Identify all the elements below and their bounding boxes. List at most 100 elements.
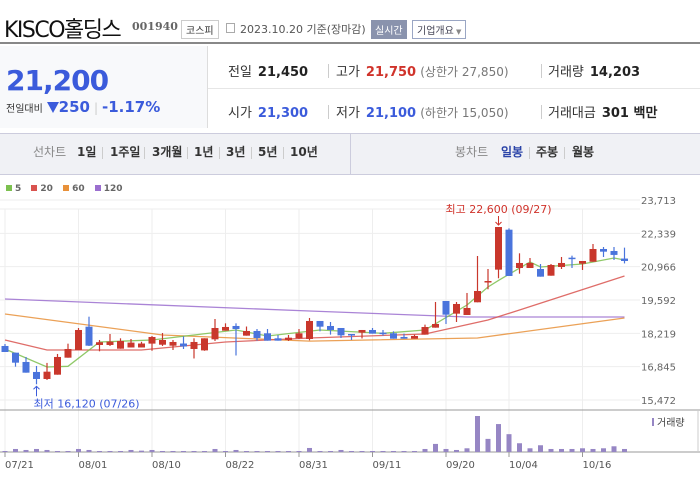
candle-body xyxy=(169,341,177,346)
day-high: 고가 21,750 (상한가 27,850) xyxy=(336,65,509,80)
candle-body xyxy=(96,342,103,345)
volume-bar xyxy=(443,448,449,452)
volume-bar xyxy=(401,450,407,452)
volume-bar xyxy=(254,450,260,452)
volume-bar xyxy=(338,449,344,452)
candle-body xyxy=(211,327,219,340)
volume-bar xyxy=(55,450,60,452)
line-chart-label: 선차트 xyxy=(33,145,67,159)
candle-body xyxy=(148,336,156,344)
candle-body xyxy=(369,329,376,334)
volume-bar xyxy=(485,438,491,452)
prev-close: 전일 21,450 xyxy=(228,65,309,80)
down-triangle-icon xyxy=(46,102,59,113)
candle-body xyxy=(295,333,303,339)
change-amount: 250 xyxy=(58,98,90,116)
volume-bar xyxy=(580,448,585,452)
volume-bar xyxy=(391,450,396,452)
tab-daily[interactable]: 일봉 xyxy=(501,145,524,159)
candle-body xyxy=(64,348,72,358)
y-tick-label: 18,219 xyxy=(641,329,676,340)
candle-body xyxy=(75,329,82,350)
y-tick-label: 23,713 xyxy=(641,196,676,207)
candle-body xyxy=(190,341,198,349)
volume-bar xyxy=(160,450,165,452)
candle-body xyxy=(127,342,135,348)
candle-body xyxy=(610,250,618,255)
volume-bar xyxy=(538,445,543,452)
candle-body xyxy=(547,264,555,276)
candle-body xyxy=(306,320,313,339)
calendar-icon xyxy=(226,23,235,33)
volume-stat: 거래량 14,203 xyxy=(548,65,641,80)
tab-5y[interactable]: 5년 xyxy=(258,145,278,159)
volume-bar xyxy=(44,449,50,452)
volume-bar xyxy=(139,450,144,452)
tab-3m[interactable]: 3개월 xyxy=(152,145,183,159)
candle-body xyxy=(12,352,19,363)
volume-bar xyxy=(181,450,186,452)
candle-body xyxy=(285,337,292,340)
ma120-line xyxy=(4,298,625,318)
volume-bar xyxy=(548,448,554,452)
candle-body xyxy=(274,338,282,341)
tab-1w[interactable]: 1주일 xyxy=(110,145,141,159)
y-tick-label: 22,339 xyxy=(641,229,676,240)
legend-ma120: 120 xyxy=(94,184,123,194)
volume-bar xyxy=(118,450,123,452)
candle-body xyxy=(568,257,576,260)
volume-bar xyxy=(23,449,29,452)
volume-bar xyxy=(496,424,501,452)
volume-bar xyxy=(265,450,270,452)
trade-amount: 거래대금 301 백만 xyxy=(548,106,658,121)
open-price: 시가 21,300 xyxy=(228,106,309,121)
x-tick-label: 08/22 xyxy=(226,460,255,471)
tab-3y[interactable]: 3년 xyxy=(226,145,246,159)
realtime-button[interactable]: 실시간 xyxy=(371,20,407,39)
candle-body xyxy=(579,260,586,264)
x-tick-label: 08/10 xyxy=(152,460,181,471)
candle-body xyxy=(505,229,513,276)
candle-body xyxy=(411,335,418,339)
legend-ma60: 60 xyxy=(63,184,85,194)
candle-body xyxy=(1,345,9,352)
volume-bar xyxy=(97,450,102,452)
tab-weekly[interactable]: 주봉 xyxy=(536,145,559,159)
candle-body xyxy=(327,325,334,330)
candle-body xyxy=(337,327,345,336)
volume-bar xyxy=(233,449,239,452)
candle-body xyxy=(379,332,387,335)
change-percent: -1.17% xyxy=(102,98,161,116)
volume-legend: 거래량 xyxy=(657,417,685,429)
company-info-dropdown[interactable]: 기업개요 ▼ xyxy=(412,20,467,39)
volume-bar xyxy=(34,448,39,452)
candle-body xyxy=(453,303,460,314)
chart-period-tabs: 선차트 1일 1주일 3개월 1년 3년 5년 10년 봉차트 일봉 주봉 월봉 xyxy=(0,133,700,175)
ma20-line xyxy=(4,275,625,351)
candle-body xyxy=(180,343,187,347)
date-text: 2023.10.20 기준(장마감) xyxy=(240,23,366,36)
volume-bar xyxy=(517,443,522,452)
candle-body xyxy=(106,341,114,345)
volume-bar xyxy=(359,450,365,452)
candle-body xyxy=(264,333,271,341)
x-tick-label: 07/21 xyxy=(5,460,34,471)
tab-1d[interactable]: 1일 xyxy=(77,145,97,159)
tab-1y[interactable]: 1년 xyxy=(194,145,214,159)
ma-legend: 5 20 60 120 xyxy=(6,184,130,194)
candle-body xyxy=(495,227,502,270)
volume-bar xyxy=(422,448,428,452)
volume-bar xyxy=(76,448,81,452)
tab-monthly[interactable]: 월봉 xyxy=(572,145,595,159)
volume-bar xyxy=(559,448,564,452)
candle-chart-label: 봉차트 xyxy=(455,145,489,159)
tab-10y[interactable]: 10년 xyxy=(290,145,318,159)
candle-body xyxy=(22,361,30,373)
candle-body xyxy=(442,300,450,315)
legend-ma20: 20 xyxy=(31,184,53,194)
candle-body xyxy=(400,336,408,339)
x-tick-label: 10/04 xyxy=(509,460,538,471)
price-change: 전일대비 250 | -1.17% xyxy=(6,98,161,116)
stock-header: KISCO홀딩스 001940 코스피 2023.10.20 기준(장마감) 실… xyxy=(0,0,700,44)
